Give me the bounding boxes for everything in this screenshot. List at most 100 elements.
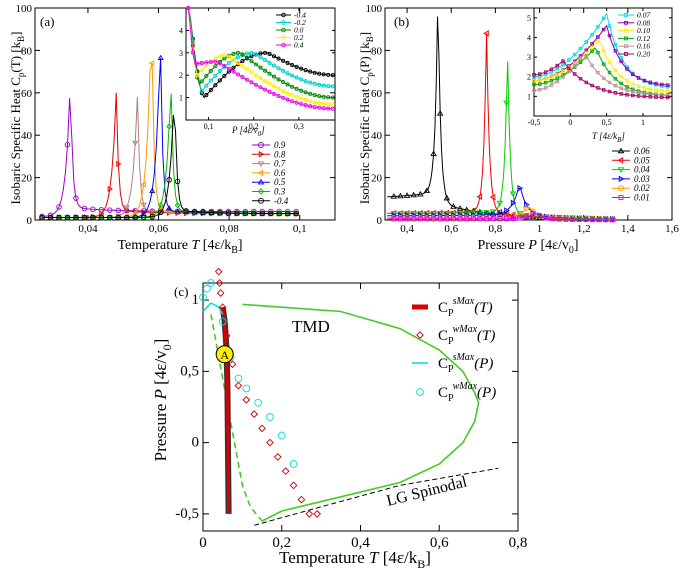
panel-a-inset-point--0.4 [294, 64, 299, 69]
panel-a-point--0.4 [90, 214, 96, 221]
panel-b-inset-point-0.20 [665, 95, 670, 100]
panel-b-inset-point-0.10 [613, 68, 618, 73]
panel-a-inset-point-0.2 [321, 101, 326, 106]
panel-b-y-label: Isobaric Specific Heat Cp(P) [kB] [357, 32, 375, 204]
panel-b-inset-point-0.16 [572, 63, 577, 68]
panel-a-inset-point-0.4 [253, 82, 259, 87]
panel-a-inset-point--0.2 [308, 80, 313, 85]
panel-c-tag: (c) [174, 284, 188, 299]
panel-b-point-0.06 [423, 187, 431, 193]
panel-b-inset-point-0.07 [538, 74, 542, 78]
panel-b-x-label: Pressure P [4ε/v0] [477, 238, 578, 256]
panel-a-inset-legend-label: -0.4 [294, 11, 306, 20]
panel-a-inset-point-0.0 [249, 59, 254, 64]
panel-a-x-label: 0,1 [293, 223, 307, 235]
panel-b-inset-y-ticks: 1 2 3 4 5 [527, 14, 672, 101]
panel-a-inset-point--0.4 [204, 93, 209, 98]
panel-b-inset-point-0.08 [590, 42, 594, 46]
panel-b-legend-label: 0.04 [634, 165, 650, 175]
panel-a-inset-y-label: 2 [179, 71, 183, 80]
panel-b-legend-marker [618, 185, 624, 192]
panel-a-inset-point-0.2 [199, 68, 204, 73]
panel-b-point-0.02 [463, 214, 470, 221]
panel-a-point-0.7 [149, 209, 156, 215]
panel-a-inset-point--0.4 [258, 51, 263, 56]
panel-b-inset-point-0.20 [584, 80, 589, 85]
panel-a-inset-legend-marker [281, 20, 286, 25]
cp-wmax-t-point [216, 289, 225, 297]
panel-a-legend-label: 0.3 [274, 187, 286, 197]
panel-a-point--0.4 [183, 208, 189, 214]
panel-c-x-ticks: 0 0,2 0,4 0,6 0,8 [199, 283, 527, 551]
panel-a-point--0.4 [149, 214, 155, 220]
panel-a-inset-point-0.4 [303, 103, 308, 108]
panel-b-point-0.05 [476, 193, 483, 200]
panel-a-inset-point-0.0 [235, 50, 240, 55]
panel-a-point--0.4 [268, 210, 274, 217]
panel-b-inset-point-0.10 [543, 77, 548, 81]
panel-a-inset-point-0.4 [317, 105, 322, 110]
panel-c-y-label: 0 [192, 435, 200, 451]
panel-a-inset-point-0.4 [217, 61, 222, 66]
panel-b-x-label: 1,6 [665, 223, 679, 235]
panel-a-inset-point-0.2 [290, 93, 295, 98]
cp-wmax-t-point [218, 303, 227, 312]
panel-a-inset-point-0.2 [330, 102, 335, 107]
panel-a-x-label: 0,04 [78, 223, 98, 235]
panel-b-point-0.05 [483, 30, 489, 37]
panel-b-point-0.02 [423, 214, 430, 221]
panel-b-inset-point-0.10 [532, 78, 536, 83]
panel-a-inset-point--0.2 [235, 55, 240, 60]
panel-a-inset-point-0.0 [276, 77, 281, 82]
panel-b-inset-point-0.10 [538, 78, 542, 82]
panel-b-inset-point-0.16 [584, 54, 589, 58]
cp-wmax-p-point [266, 413, 274, 421]
panel-a-series--0.4 [42, 115, 299, 218]
panel-b-inset-legend-label: 0.07 [637, 11, 650, 20]
panel-a-inset-point--0.4 [330, 73, 335, 78]
panel-a-inset-point-0.4 [330, 106, 335, 111]
panel-a-inset-point-0.4 [208, 59, 213, 65]
panel-a-inset-point--0.2 [271, 63, 277, 68]
panel-b-inset-point-0.08 [642, 78, 647, 83]
panel-b-point-0.02 [437, 214, 444, 221]
panel-b-inset-point-0.08 [601, 27, 606, 32]
panel-a-inset-point-0.0 [299, 88, 304, 93]
panel-b-inset-point-0.07 [532, 74, 536, 79]
panel-a-inset-point--0.2 [290, 73, 295, 78]
panel-b-legend: T [4ε/kB] 0.060.050.040.030.020.01 [592, 131, 650, 203]
panel-c-y-label: 0,5 [180, 363, 199, 379]
panel-a-point-0.5 [149, 187, 156, 194]
panel-a-x-label: Temperature T [4ε/kB] [117, 238, 242, 256]
cp-wmax-p-point [242, 384, 251, 393]
panel-a-legend-label: 0.6 [274, 168, 286, 178]
panel-b-inset-legend-label: 0.12 [637, 34, 650, 43]
panel-a-y-label: 60 [21, 88, 33, 100]
panel-a-inset-point-0.0 [231, 51, 236, 56]
panel-a-inset-point-0.0 [240, 52, 245, 57]
panel-a-inset-point-0.2 [235, 61, 240, 66]
panel-a-inset-point--0.2 [299, 77, 304, 82]
panel-b-inset-legend-marker [624, 20, 628, 25]
panel-b-inset-x-label: 0 [568, 118, 572, 127]
panel-b-inset-point-0.10 [625, 79, 629, 83]
panel-a-inset-point--0.2 [253, 52, 259, 57]
panel-b-inset-legend-label: 0.10 [637, 26, 650, 35]
panel-a-inset-y-label: 3 [179, 49, 183, 58]
panel-a-point-0.8 [107, 185, 114, 193]
panel-a-inset-point--0.2 [217, 69, 222, 74]
panel-a-legend-marker [257, 178, 265, 185]
panel-a-inset-legend-marker [281, 12, 286, 18]
panel-b-inset-point-0.16 [538, 87, 542, 92]
panel-b-point-0.06 [417, 190, 424, 197]
panel-b-point-0.06 [463, 206, 470, 213]
panel-a-inset-point-0.0 [262, 68, 268, 73]
panel-b-point-0.01 [464, 216, 470, 222]
panel-b-point-0.02 [410, 214, 417, 221]
panel-b-inset-point-0.12 [619, 81, 623, 86]
panel-b-point-0.01 [457, 216, 463, 222]
panel-b-x-label: 0,4 [400, 223, 414, 235]
panel-a-inset-point--0.4 [231, 65, 236, 70]
panel-b-inset-point-0.20 [532, 73, 536, 77]
